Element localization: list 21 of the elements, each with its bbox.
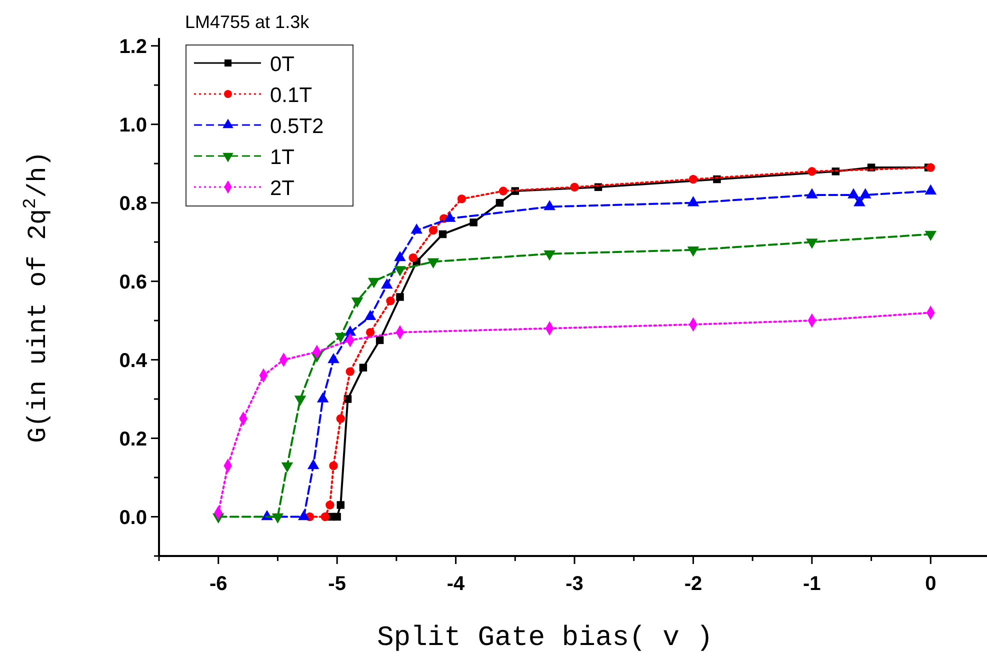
- legend-label: 0T: [270, 53, 295, 76]
- chart-title: LM4755 at 1.3k: [185, 12, 310, 32]
- x-tick-label: -6: [209, 573, 228, 595]
- legend-label: 0.5T2: [270, 115, 324, 138]
- x-tick-label: -5: [328, 573, 346, 595]
- x-axis-title: Split Gate bias( v ): [376, 623, 714, 654]
- x-tick-label: -1: [803, 573, 821, 595]
- legend-label: 2T: [270, 177, 295, 200]
- y-tick-label: 1.0: [119, 114, 147, 136]
- y-tick-label: 0.8: [119, 192, 147, 215]
- legend-label: 0.1T: [270, 84, 312, 107]
- x-tick-label: -4: [446, 573, 466, 595]
- x-tick-label: -3: [566, 573, 584, 595]
- y-tick-label: 0.0: [119, 506, 147, 529]
- x-tick-label: -2: [684, 573, 702, 595]
- y-tick-label: 1.2: [119, 36, 147, 58]
- y-tick-label: 0.4: [119, 350, 148, 372]
- x-tick-label: 0: [925, 573, 936, 595]
- y-tick-label: 0.2: [119, 428, 147, 450]
- legend-label: 1T: [270, 146, 295, 169]
- y-tick-label: 0.6: [119, 271, 147, 294]
